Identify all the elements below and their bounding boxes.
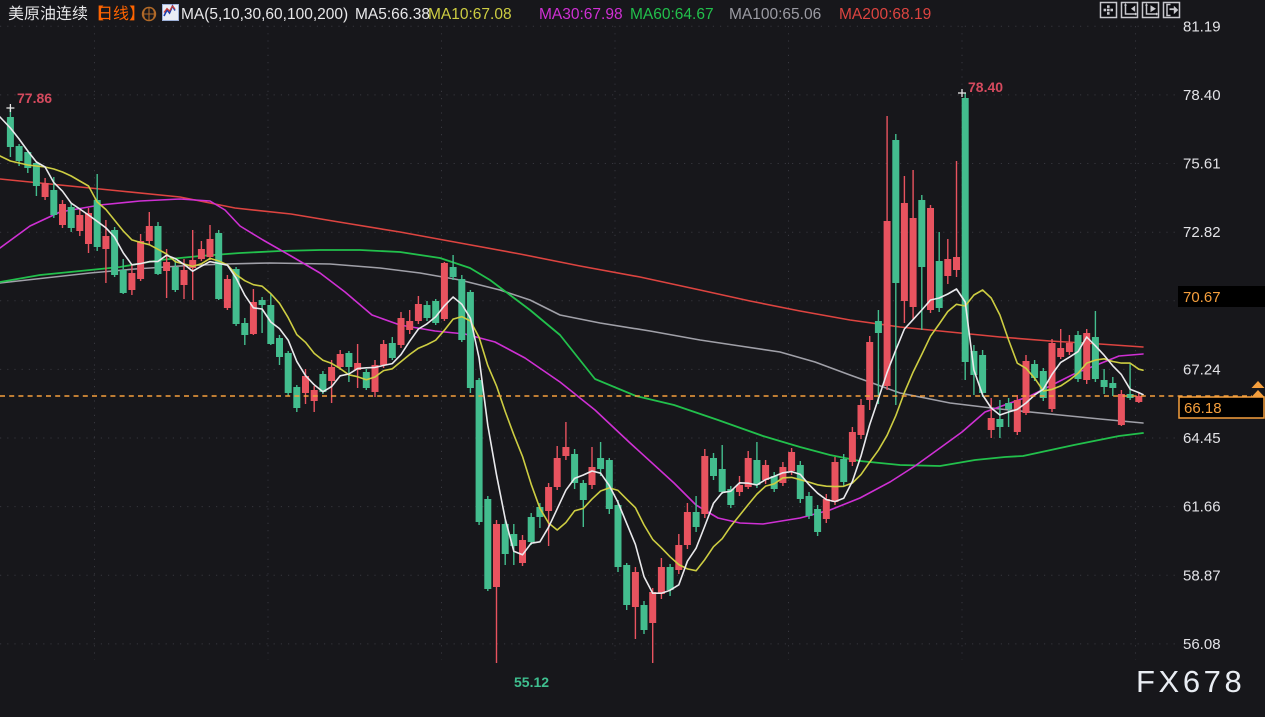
svg-text:66.18: 66.18 <box>1184 400 1222 417</box>
svg-text:56.08: 56.08 <box>1183 636 1221 653</box>
svg-text:78.40: 78.40 <box>968 79 1003 95</box>
svg-text:MA30:67.98: MA30:67.98 <box>539 6 623 23</box>
svg-text:MA60:64.67: MA60:64.67 <box>630 6 714 23</box>
svg-text:MA5:66.38: MA5:66.38 <box>355 6 430 23</box>
svg-text:72.82: 72.82 <box>1183 224 1221 241</box>
svg-text:75.61: 75.61 <box>1183 156 1221 173</box>
svg-text:77.86: 77.86 <box>17 90 52 106</box>
svg-text:67.24: 67.24 <box>1183 361 1221 378</box>
svg-text:MA10:67.08: MA10:67.08 <box>428 6 512 23</box>
svg-text:78.40: 78.40 <box>1183 87 1221 104</box>
svg-text:64.45: 64.45 <box>1183 430 1221 447</box>
svg-text:FX678: FX678 <box>1136 664 1245 699</box>
svg-text:MA200:68.19: MA200:68.19 <box>839 6 931 23</box>
svg-text:MA(5,10,30,60,100,200): MA(5,10,30,60,100,200) <box>181 6 348 23</box>
svg-text:70.67: 70.67 <box>1183 289 1221 306</box>
svg-text:61.66: 61.66 <box>1183 499 1221 516</box>
svg-text:58.87: 58.87 <box>1183 567 1221 584</box>
svg-text:55.12: 55.12 <box>514 674 549 690</box>
svg-text:81.19: 81.19 <box>1183 18 1221 35</box>
svg-text:MA100:65.06: MA100:65.06 <box>729 6 821 23</box>
